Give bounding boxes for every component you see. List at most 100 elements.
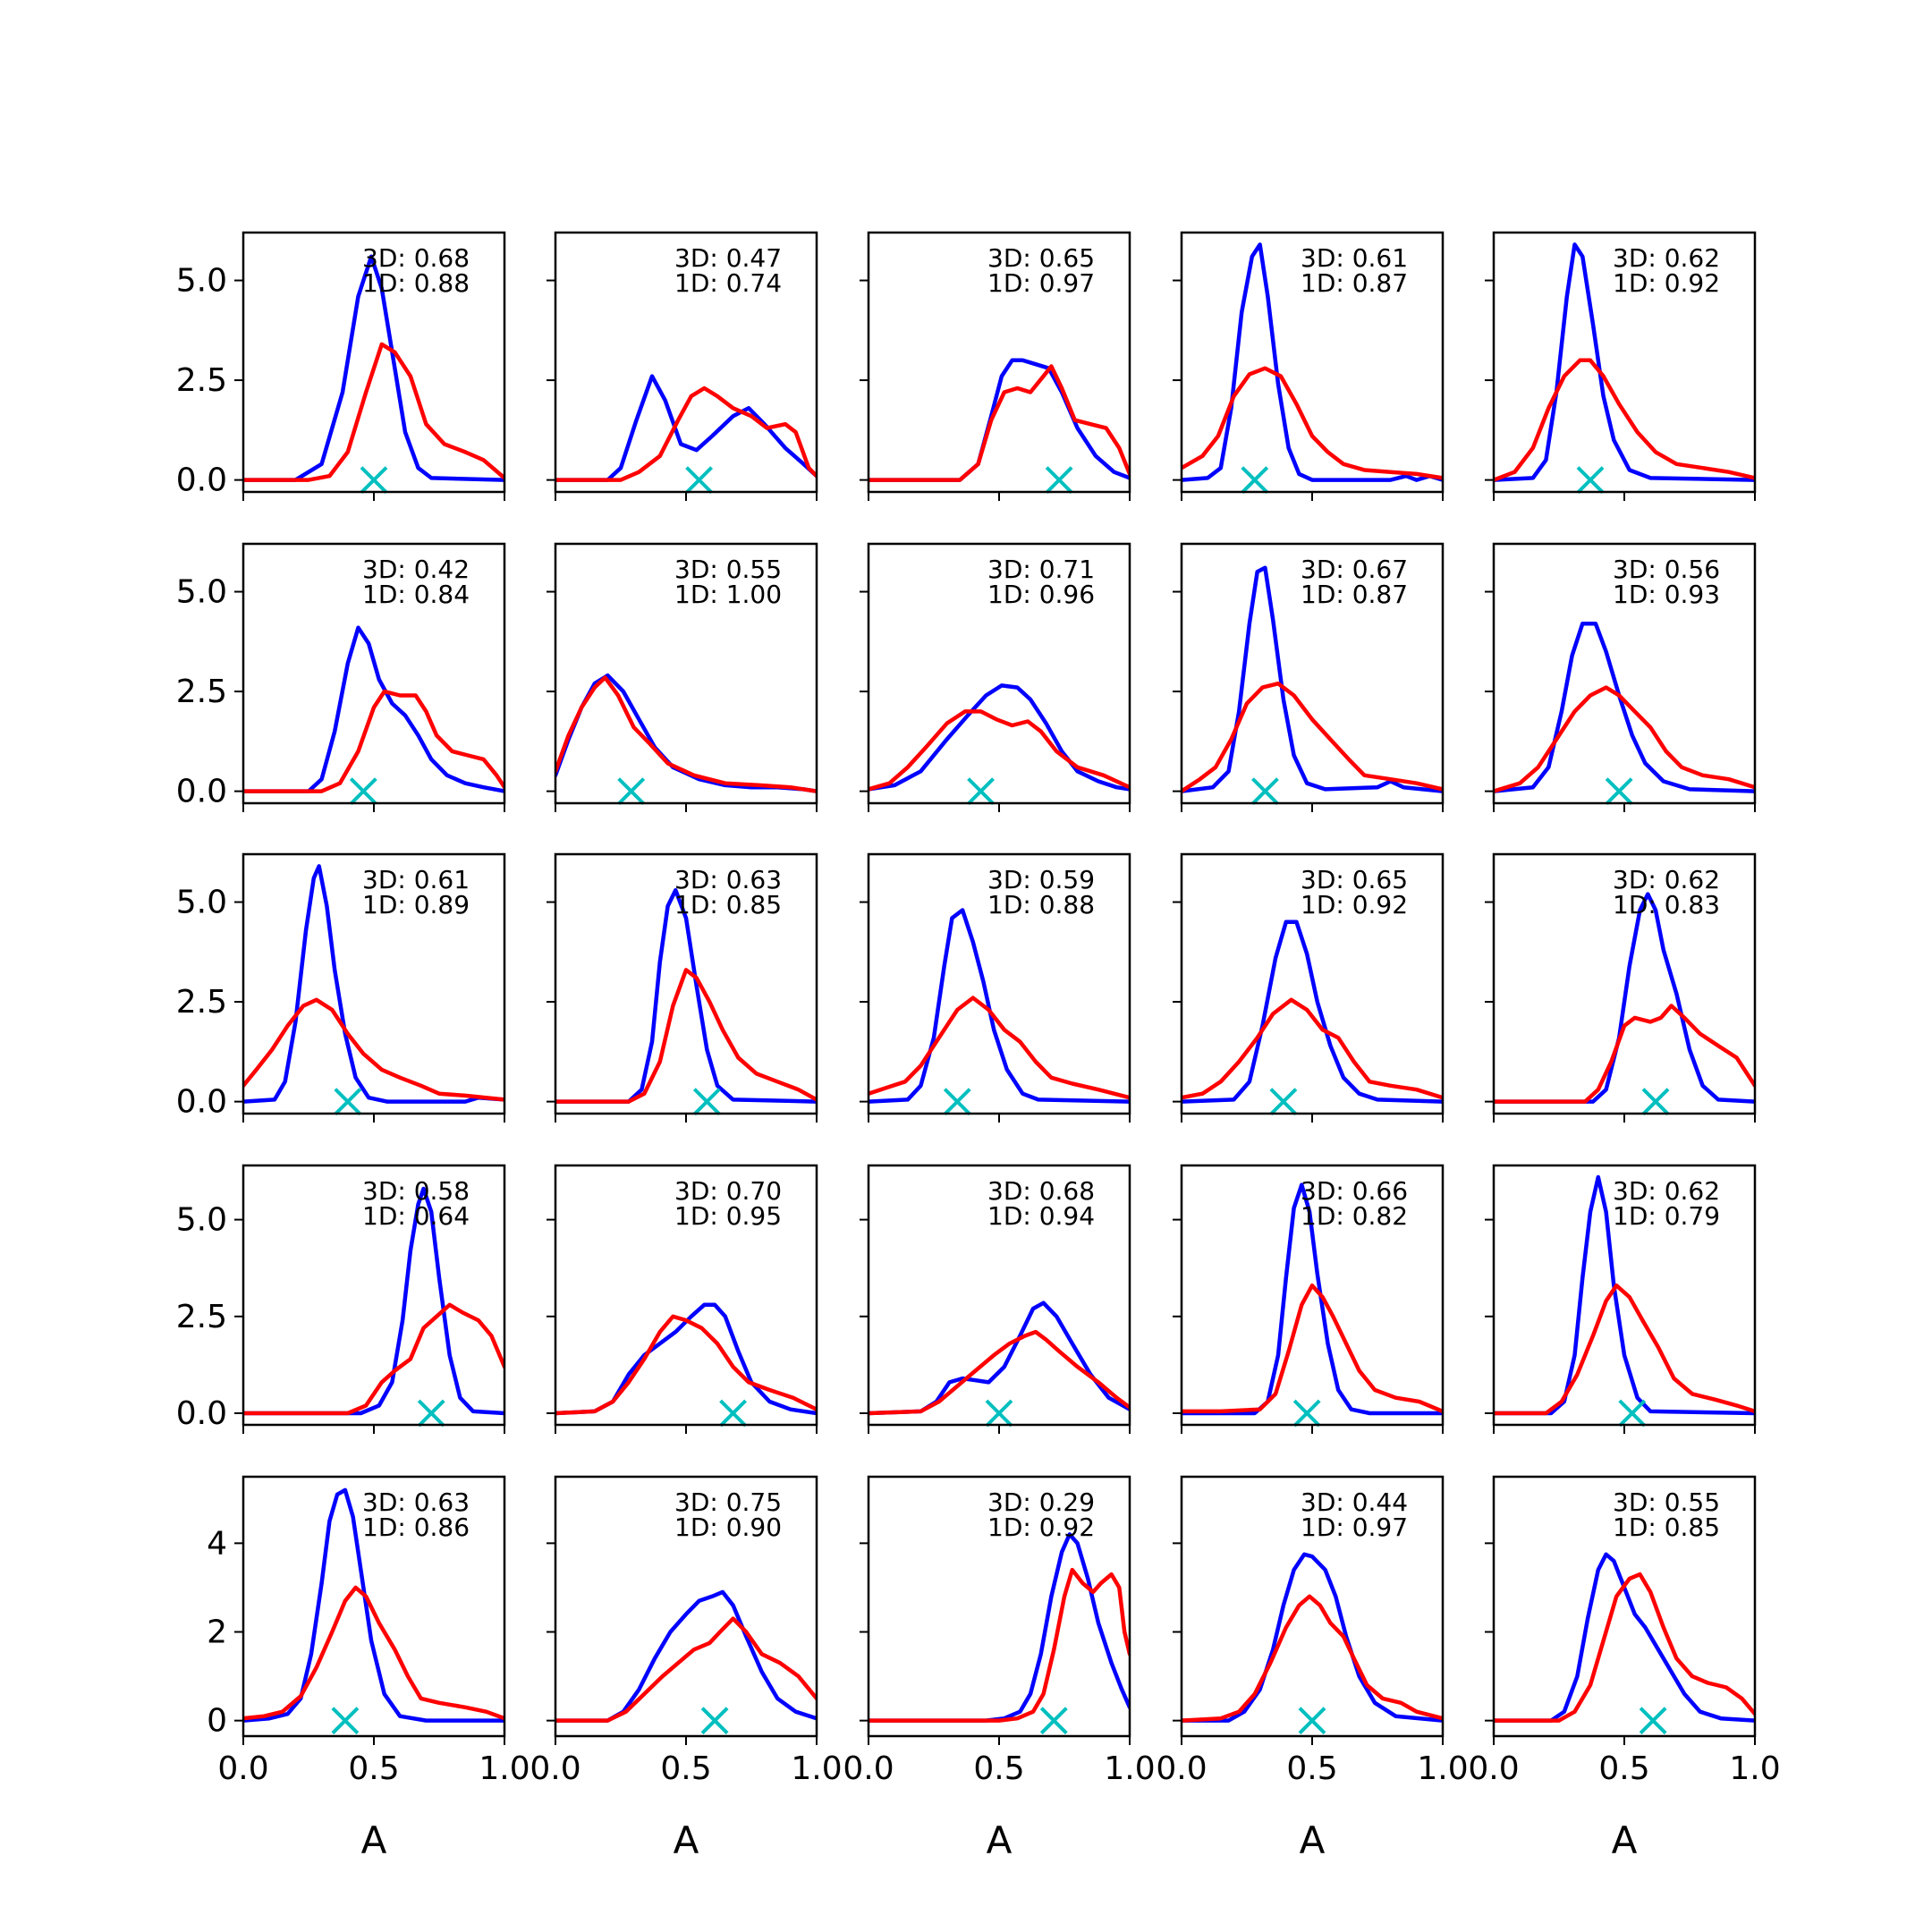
x-axis-label: A [674, 1818, 699, 1862]
series-1d-line [1494, 685, 1755, 793]
score-1d-label: 1D: 0.97 [1301, 1513, 1408, 1542]
score-1d-label: 1D: 0.92 [1613, 268, 1720, 298]
score-3d-label: 3D: 0.61 [1301, 243, 1408, 273]
score-3d-label: 3D: 0.63 [362, 1487, 470, 1517]
x-tick-label: 0.0 [217, 1750, 268, 1787]
x-axis-label: A [1300, 1818, 1326, 1862]
y-tick-label: 5.0 [176, 885, 227, 921]
truth-marker-stroke [1639, 1707, 1667, 1735]
score-1d-label: 1D: 0.89 [362, 890, 470, 919]
series-3d-line [1494, 1174, 1755, 1416]
series-3d-line [243, 864, 504, 1104]
score-1d-label: 1D: 0.87 [1301, 580, 1408, 609]
truth-marker [692, 1088, 721, 1116]
truth-marker-stroke [331, 1707, 360, 1735]
series-1d-line [1182, 681, 1443, 793]
truth-marker [331, 1707, 360, 1735]
series-3d-line [1182, 1552, 1443, 1723]
score-1d-label: 1D: 0.85 [1613, 1513, 1720, 1542]
y-tick-label: 0.0 [176, 1395, 227, 1432]
truth-marker [1269, 1088, 1298, 1116]
score-1d-label: 1D: 0.83 [1613, 890, 1720, 919]
y-tick-label: 5.0 [176, 1202, 227, 1239]
score-1d-label: 1D: 0.95 [674, 1201, 782, 1231]
truth-marker [1298, 1707, 1326, 1735]
score-3d-label: 3D: 0.68 [362, 243, 470, 273]
score-3d-label: 3D: 0.62 [1613, 243, 1720, 273]
truth-marker [1292, 1399, 1321, 1428]
series-1d-line [1182, 1283, 1443, 1414]
truth-marker-stroke [1641, 1088, 1670, 1116]
series-3d-line [1182, 1182, 1443, 1416]
series-1d-line [243, 997, 504, 1102]
series-1d-line [869, 709, 1130, 792]
truth-marker-stroke [1292, 1399, 1321, 1428]
truth-marker [1576, 466, 1605, 495]
x-tick-label: 0.5 [973, 1750, 1024, 1787]
score-3d-label: 3D: 0.44 [1301, 1487, 1408, 1517]
x-tick-label: 1.0 [479, 1750, 530, 1787]
truth-marker [417, 1399, 445, 1428]
score-3d-label: 3D: 0.29 [987, 1487, 1095, 1517]
truth-marker [967, 777, 995, 806]
x-tick-label: 1.0 [791, 1750, 842, 1787]
score-3d-label: 3D: 0.70 [674, 1176, 782, 1206]
truth-marker-stroke [692, 1088, 721, 1116]
score-1d-label: 1D: 0.84 [362, 580, 470, 609]
series-1d-line [1494, 358, 1755, 482]
series-1d-line [869, 364, 1130, 482]
series-3d-line [555, 374, 817, 482]
score-3d-label: 3D: 0.58 [362, 1176, 470, 1206]
y-tick-label: 0.0 [176, 1084, 227, 1121]
truth-marker [719, 1399, 747, 1428]
truth-marker-stroke [1298, 1707, 1326, 1735]
truth-marker [1045, 466, 1073, 495]
score-3d-label: 3D: 0.75 [674, 1487, 782, 1517]
truth-marker-stroke [349, 777, 377, 806]
x-tick-label: 0.0 [843, 1750, 894, 1787]
truth-marker-stroke [943, 1088, 971, 1116]
truth-marker-stroke [967, 777, 995, 806]
x-tick-label: 0.0 [530, 1750, 580, 1787]
truth-marker [1618, 1399, 1647, 1428]
score-1d-label: 1D: 0.79 [1613, 1201, 1720, 1231]
score-3d-label: 3D: 0.71 [987, 555, 1095, 584]
truth-marker [1241, 466, 1269, 495]
truth-marker [334, 1088, 362, 1116]
score-1d-label: 1D: 0.94 [987, 1201, 1095, 1231]
series-3d-line [869, 1301, 1130, 1416]
series-1d-line [1182, 366, 1443, 480]
truth-marker-stroke [700, 1707, 729, 1735]
truth-marker-stroke [685, 466, 714, 495]
series-1d-line [555, 675, 817, 793]
truth-marker [1641, 1088, 1670, 1116]
score-3d-label: 3D: 0.66 [1301, 1176, 1408, 1206]
series-3d-line [869, 683, 1130, 792]
score-3d-label: 3D: 0.56 [1613, 555, 1720, 584]
series-3d-line [555, 887, 817, 1104]
y-tick-label: 2.5 [176, 1299, 227, 1335]
truth-marker-stroke [1605, 777, 1633, 806]
series-3d-line [243, 1186, 504, 1416]
y-tick-label: 5.0 [176, 263, 227, 300]
x-tick-label: 0.5 [660, 1750, 711, 1787]
series-3d-line [243, 1487, 504, 1723]
series-1d-line [1494, 1004, 1755, 1104]
series-3d-line [1182, 242, 1443, 482]
x-tick-label: 0.5 [348, 1750, 399, 1787]
truth-marker [700, 1707, 729, 1735]
score-1d-label: 1D: 0.96 [987, 580, 1095, 609]
score-1d-label: 1D: 0.74 [674, 268, 782, 298]
truth-marker [1639, 1707, 1667, 1735]
x-tick-label: 0.0 [1156, 1750, 1207, 1787]
series-1d-line [869, 1329, 1130, 1416]
